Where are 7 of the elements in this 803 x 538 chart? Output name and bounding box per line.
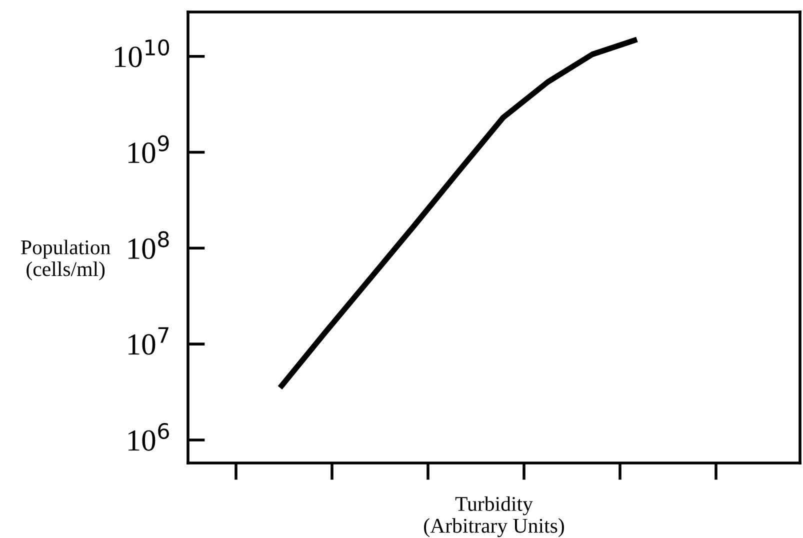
x-axis-title: Turbidity (Arbitrary Units) xyxy=(424,496,564,538)
y-tick-label: 10$^{8}$ xyxy=(128,231,169,260)
y-axis-title: Population (cells/ml) xyxy=(21,240,110,280)
y-tick-label: 10$^{9}$ xyxy=(128,135,169,164)
y-tick-label: 10$^{6}$ xyxy=(128,422,169,451)
y-tick-label: 10$^{7}$ xyxy=(128,327,168,355)
y-tick-label: 10$^{10}$ xyxy=(115,39,170,68)
